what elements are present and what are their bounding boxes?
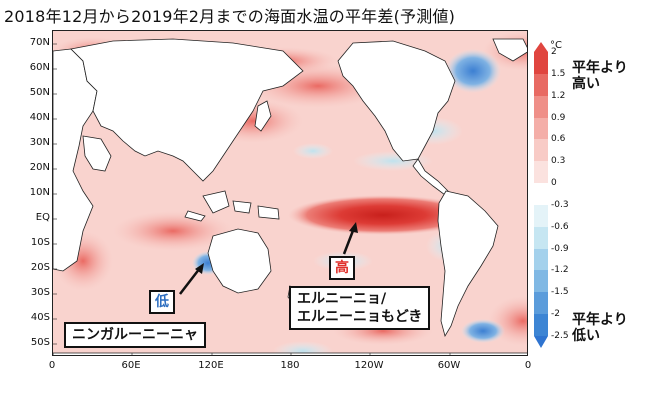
lat-label: 60N <box>29 62 50 73</box>
colorbar-tick-label: 1.5 <box>551 68 566 79</box>
land-masses <box>53 38 527 355</box>
colorbar-segment <box>534 270 548 293</box>
lon-label: 120E <box>198 360 224 371</box>
asia-land <box>70 38 304 182</box>
colorbar-tick-label: 0.9 <box>551 112 566 123</box>
colorbar-segment <box>534 52 548 75</box>
colorbar-tick-label: -0.6 <box>551 221 569 232</box>
colorbar-segment <box>534 292 548 315</box>
colorbar-segment <box>534 183 548 206</box>
el-nino-warm-anomaly <box>288 195 478 235</box>
colorbar-tick-label: -1.2 <box>551 265 569 276</box>
colorbar-tick-label: 0 <box>551 178 557 189</box>
colorbar-tick-label: 2 <box>551 47 557 57</box>
lon-label: 180 <box>280 360 300 371</box>
lat-label: 70N <box>29 37 50 48</box>
colorbar-tick-label: 1.2 <box>551 90 566 101</box>
lat-label: 30N <box>29 137 50 148</box>
lat-label: 40N <box>29 112 50 123</box>
lon-label: 60W <box>437 360 461 371</box>
lat-label: 10S <box>30 237 50 248</box>
lon-label: 60E <box>121 360 141 371</box>
colorbar-unit: °C <box>550 40 562 51</box>
colorbar-tick-label: -2.5 <box>551 331 569 341</box>
colorbar-tick-label: -0.3 <box>551 199 569 210</box>
lat-label: 50S <box>30 337 50 348</box>
colorbar-segment <box>534 248 548 271</box>
lon-label: 0 <box>48 360 56 371</box>
lon-label: 120W <box>354 360 384 371</box>
colorbar-segment <box>534 95 548 119</box>
lat-label: 40S <box>30 312 50 323</box>
colorbar-segment <box>534 161 548 184</box>
low-marker: 低 <box>149 290 175 314</box>
frame-ticks <box>53 43 451 355</box>
el-nino-callout: エルニーニョ/ エルニーニョもどき <box>289 286 431 330</box>
lon-label: 0 <box>524 360 532 371</box>
south-america-land <box>437 190 499 338</box>
colorbar-tick-label: -2 <box>551 309 560 320</box>
lat-label: EQ <box>35 212 50 223</box>
colorbar-max-arrow <box>534 42 548 52</box>
colorbar-segment <box>534 73 548 97</box>
colorbar-segment <box>534 204 548 228</box>
colorbar-segment <box>534 117 548 140</box>
high-marker: 高 <box>329 256 355 280</box>
ningaloo-nina-callout: ニンガルーニーニャ <box>64 322 206 348</box>
map-title: 2018年12月から2019年2月までの海面水温の平年差(予測値) <box>4 7 456 26</box>
colorbar-tick-label: -1.5 <box>551 287 569 298</box>
australia-land <box>207 228 272 294</box>
colorbar-tick-label: -0.9 <box>551 243 569 254</box>
colorbar-tick-label: 0.3 <box>551 156 566 167</box>
lat-label: 10N <box>29 187 50 198</box>
lat-label: 50N <box>29 87 50 98</box>
colorbar-segment <box>534 226 548 250</box>
lat-label: 20N <box>29 162 50 173</box>
colorbar-min-arrow <box>534 336 548 348</box>
colorbar-segment <box>534 314 548 337</box>
lat-label: 20S <box>30 262 50 273</box>
colorbar-segment <box>534 139 548 162</box>
northwest-atlantic-cold-anomaly <box>445 49 501 93</box>
legend-warm-text: 平年より 高い <box>572 60 628 92</box>
lat-label: 30S <box>30 287 50 298</box>
colorbar <box>534 52 548 337</box>
legend-cold-text: 平年より 低い <box>572 312 628 344</box>
colorbar-tick-label: 0.6 <box>551 134 566 145</box>
